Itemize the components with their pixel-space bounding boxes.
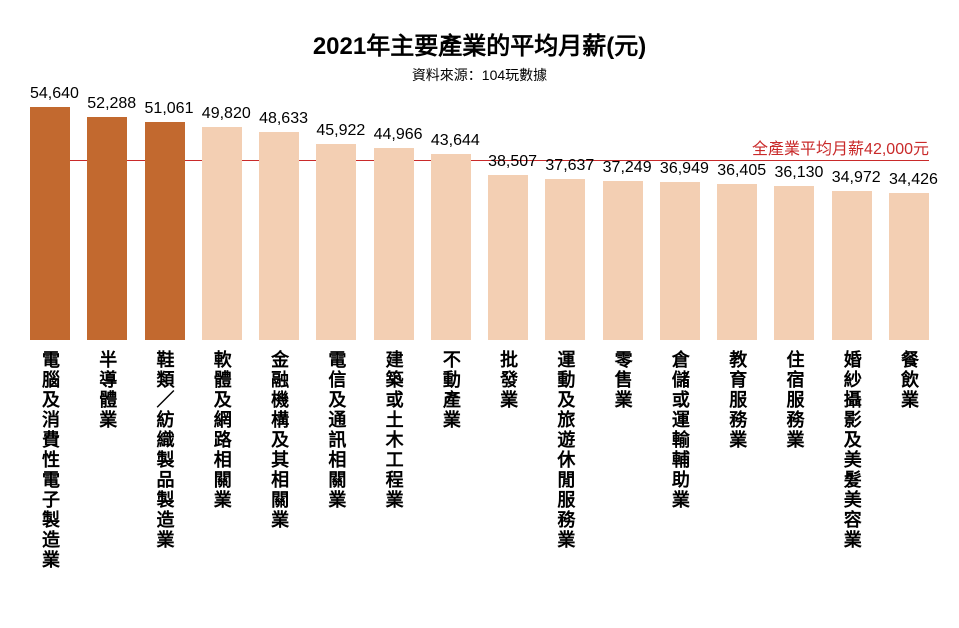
- label-wrapper: 電信及通訊相關業: [316, 350, 356, 570]
- category-label: 倉儲或運輸輔助業: [667, 350, 693, 570]
- category-label: 鞋類／紡織製品製造業: [152, 350, 178, 570]
- chart-subtitle: 資料來源：104玩數據: [0, 65, 959, 85]
- category-label: 運動及旅遊休閒服務業: [552, 350, 578, 570]
- bar: [259, 132, 299, 340]
- bar: [202, 127, 242, 340]
- category-label: 電腦及消費性電子製造業: [37, 350, 63, 570]
- category-label: 教育服務業: [724, 350, 750, 570]
- category-label: 零售業: [610, 350, 636, 570]
- bar-wrapper: 37,637: [545, 105, 585, 340]
- category-label: 餐飲業: [896, 350, 922, 570]
- bar-wrapper: 36,130: [774, 105, 814, 340]
- plot-area: 全產業平均月薪42,000元 54,64052,28851,06149,8204…: [30, 105, 929, 340]
- label-wrapper: 運動及旅遊休閒服務業: [545, 350, 585, 570]
- bar-wrapper: 49,820: [202, 105, 242, 340]
- bar: [545, 179, 585, 340]
- label-wrapper: 餐飲業: [889, 350, 929, 570]
- category-label: 住宿服務業: [781, 350, 807, 570]
- bar-value: 34,972: [832, 169, 872, 187]
- bar-wrapper: 51,061: [145, 105, 185, 340]
- category-label: 不動產業: [438, 350, 464, 570]
- bar-value: 51,061: [145, 100, 185, 118]
- label-wrapper: 金融機構及其相關業: [259, 350, 299, 570]
- bar-value: 43,644: [431, 132, 471, 150]
- bar: [374, 148, 414, 340]
- label-wrapper: 住宿服務業: [774, 350, 814, 570]
- bar: [431, 154, 471, 340]
- bar-value: 48,633: [259, 110, 299, 128]
- chart-title: 2021年主要產業的平均月薪(元): [0, 0, 959, 61]
- bar: [774, 186, 814, 340]
- bar-wrapper: 48,633: [259, 105, 299, 340]
- bar: [316, 144, 356, 340]
- bar: [145, 122, 185, 340]
- label-wrapper: 軟體及網路相關業: [202, 350, 242, 570]
- label-wrapper: 建築或土木工程業: [374, 350, 414, 570]
- bar-wrapper: 44,966: [374, 105, 414, 340]
- bar-wrapper: 52,288: [87, 105, 127, 340]
- bar: [30, 107, 70, 340]
- label-wrapper: 鞋類／紡織製品製造業: [145, 350, 185, 570]
- bar-wrapper: 34,426: [889, 105, 929, 340]
- bar-wrapper: 43,644: [431, 105, 471, 340]
- bar-wrapper: 38,507: [488, 105, 528, 340]
- bar-value: 38,507: [488, 153, 528, 171]
- bar-wrapper: 36,405: [717, 105, 757, 340]
- bar-value: 34,426: [889, 171, 929, 189]
- bar-value: 49,820: [202, 105, 242, 123]
- label-wrapper: 倉儲或運輸輔助業: [660, 350, 700, 570]
- category-label: 批發業: [495, 350, 521, 570]
- label-wrapper: 不動產業: [431, 350, 471, 570]
- category-label: 金融機構及其相關業: [266, 350, 292, 570]
- bar-value: 52,288: [87, 95, 127, 113]
- bar: [832, 191, 872, 340]
- category-label: 半導體業: [94, 350, 120, 570]
- label-wrapper: 電腦及消費性電子製造業: [30, 350, 70, 570]
- bar-wrapper: 37,249: [603, 105, 643, 340]
- bar-value: 36,130: [774, 164, 814, 182]
- label-wrapper: 批發業: [488, 350, 528, 570]
- label-wrapper: 零售業: [603, 350, 643, 570]
- label-wrapper: 半導體業: [87, 350, 127, 570]
- label-wrapper: 教育服務業: [717, 350, 757, 570]
- bar-value: 37,637: [545, 157, 585, 175]
- bar-wrapper: 54,640: [30, 105, 70, 340]
- bars-row: 54,640 52,288 51,061 49,820 48,633 45,922 44,9…: [30, 105, 929, 340]
- bar: [603, 181, 643, 340]
- bar-wrapper: 34,972: [832, 105, 872, 340]
- bar-value: 36,949: [660, 160, 700, 178]
- bar-value: 37,249: [603, 159, 643, 177]
- category-label: 婚紗攝影及美髮美容業: [839, 350, 865, 570]
- bar: [660, 182, 700, 340]
- category-label: 建築或土木工程業: [381, 350, 407, 570]
- salary-bar-chart: 2021年主要產業的平均月薪(元) 資料來源：104玩數據 全產業平均月薪42,…: [0, 0, 959, 628]
- bar-value: 45,922: [316, 122, 356, 140]
- bar-wrapper: 36,949: [660, 105, 700, 340]
- bar: [717, 184, 757, 340]
- bar: [889, 193, 929, 340]
- bar-value: 54,640: [30, 85, 70, 103]
- bar: [488, 175, 528, 340]
- bar: [87, 117, 127, 340]
- category-label: 軟體及網路相關業: [209, 350, 235, 570]
- category-label: 電信及通訊相關業: [323, 350, 349, 570]
- label-wrapper: 婚紗攝影及美髮美容業: [832, 350, 872, 570]
- bar-value: 36,405: [717, 162, 757, 180]
- labels-row: 電腦及消費性電子製造業 半導體業 鞋類／紡織製品製造業 軟體及網路相關業 金融機構及其相…: [30, 350, 929, 570]
- bar-value: 44,966: [374, 126, 414, 144]
- bar-wrapper: 45,922: [316, 105, 356, 340]
